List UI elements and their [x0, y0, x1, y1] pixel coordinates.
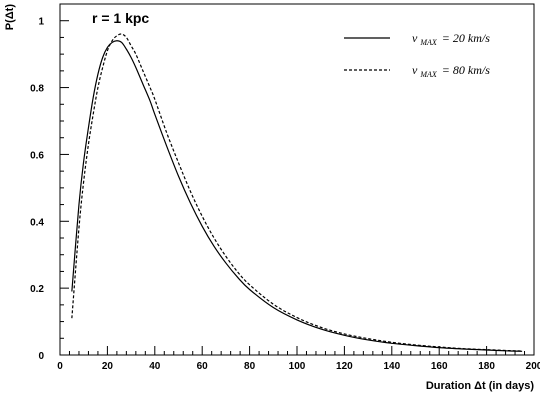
- legend-sub-2: MAX: [419, 70, 438, 79]
- series-line-dashed: [71, 33, 523, 352]
- x-tick-label: 120: [336, 361, 353, 372]
- y-tick-labels: 0 0.2 0.4 0.6 0.8 1: [30, 17, 44, 362]
- x-tick-label: 140: [383, 361, 400, 372]
- legend-sub-1: MAX: [419, 38, 438, 47]
- y-tick-label: 0.6: [30, 150, 44, 161]
- y-tick-label: 0.4: [30, 217, 44, 228]
- y-tick-label: 1: [38, 17, 44, 28]
- legend-label-1: v MAX = 20 km/s: [412, 31, 490, 48]
- legend-entry-1: v MAX = 20 km/s: [344, 31, 490, 48]
- series-line-solid: [71, 40, 523, 352]
- x-tick-label: 160: [431, 361, 448, 372]
- y-axis-label: P(Δt): [4, 4, 16, 31]
- x-tick-label: 20: [102, 361, 114, 372]
- x-tick-label: 80: [244, 361, 256, 372]
- y-tick-label: 0.8: [30, 84, 44, 95]
- x-tick-label: 40: [149, 361, 161, 372]
- legend-rest-2: = 80 km/s: [442, 63, 490, 77]
- legend-var-1: v: [412, 31, 418, 45]
- legend-rest-1: = 20 km/s: [442, 31, 490, 45]
- y-tick-label: 0: [38, 351, 44, 362]
- x-tick-label: 200: [526, 361, 540, 372]
- x-tick-label: 60: [197, 361, 209, 372]
- x-tick-label: 100: [289, 361, 306, 372]
- x-tick-labels: 0 20 40 60 80 100 120 140 160 180 200: [57, 361, 540, 372]
- y-tick-label: 0.2: [30, 284, 44, 295]
- legend-label-2: v MAX = 80 km/s: [412, 63, 490, 80]
- legend-entry-2: v MAX = 80 km/s: [344, 63, 490, 80]
- series-lines: [71, 33, 523, 352]
- x-axis-label: Duration Δt (in days): [426, 380, 534, 392]
- x-tick-label: 0: [57, 361, 63, 372]
- legend: v MAX = 20 km/s v MAX = 80 km/s: [344, 31, 490, 80]
- chart-title: r = 1 kpc: [92, 10, 149, 26]
- x-tick-label: 180: [478, 361, 495, 372]
- legend-var-2: v: [412, 63, 418, 77]
